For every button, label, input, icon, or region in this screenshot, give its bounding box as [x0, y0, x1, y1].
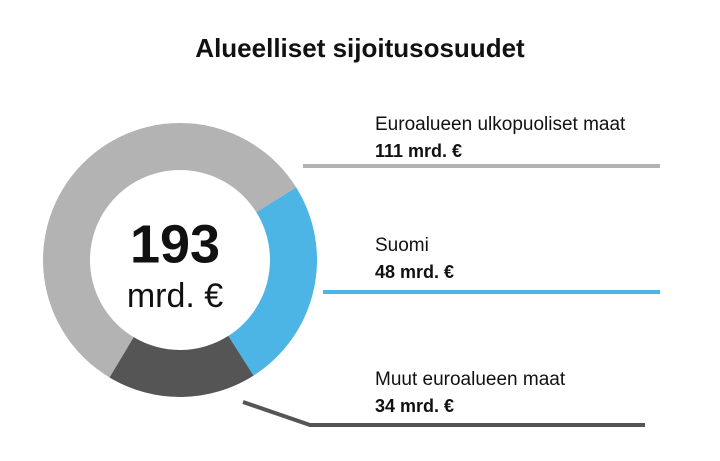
chart-title: Alueelliset sijoitusosuudet: [195, 33, 525, 63]
segment-label: Suomi: [375, 235, 429, 256]
center-total: 193: [130, 214, 220, 274]
segment-label: Muut euroalueen maat: [375, 369, 566, 390]
segment-value-label: 111 mrd. €: [375, 141, 462, 161]
donut-segment: [109, 335, 254, 397]
donut-segment: [228, 187, 317, 376]
donut-segment: [43, 122, 297, 378]
segment-value-label: 48 mrd. €: [375, 262, 454, 282]
center-unit: mrd. €: [127, 277, 223, 315]
segment-label: Euroalueen ulkopuoliset maat: [375, 114, 626, 135]
segment-value-label: 34 mrd. €: [375, 396, 454, 416]
leader-line: [242, 400, 645, 427]
